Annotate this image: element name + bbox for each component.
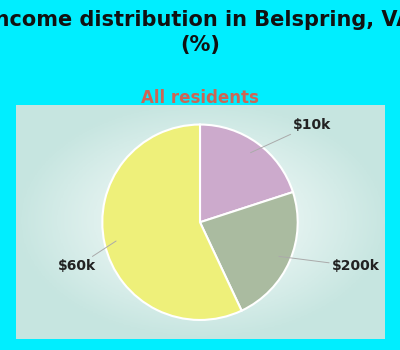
Text: All residents: All residents: [141, 89, 259, 107]
Wedge shape: [200, 192, 298, 311]
Text: $10k: $10k: [250, 118, 331, 153]
Text: $200k: $200k: [279, 257, 380, 273]
Text: $60k: $60k: [58, 241, 116, 273]
Wedge shape: [102, 125, 242, 320]
Text: Income distribution in Belspring, VA
(%): Income distribution in Belspring, VA (%): [0, 10, 400, 55]
Wedge shape: [200, 125, 293, 222]
